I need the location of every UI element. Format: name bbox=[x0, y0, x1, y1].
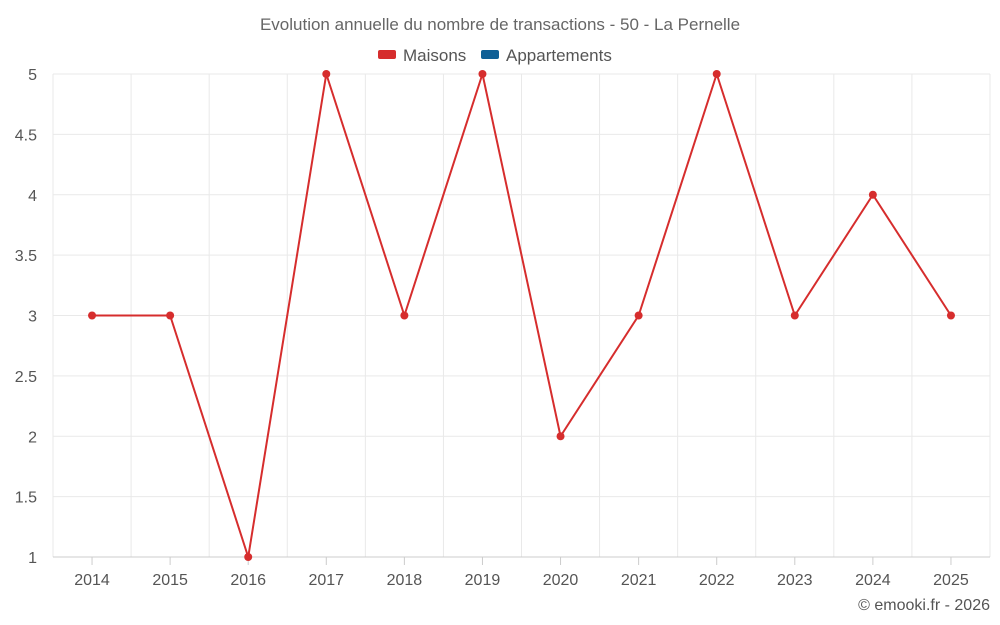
y-tick-label: 3.5 bbox=[15, 248, 37, 265]
chart-title: Evolution annuelle du nombre de transact… bbox=[260, 15, 740, 34]
y-tick-label: 3 bbox=[28, 309, 37, 326]
y-tick-label: 2.5 bbox=[15, 369, 37, 386]
legend-item-appartements[interactable]: Appartements bbox=[481, 46, 612, 65]
x-tick-label-2015: 2015 bbox=[152, 572, 188, 589]
x-tick-label-2025: 2025 bbox=[933, 572, 969, 589]
x-tick-label-2024: 2024 bbox=[855, 572, 891, 589]
x-tick-label-2016: 2016 bbox=[230, 572, 266, 589]
x-tick-label-2021: 2021 bbox=[621, 572, 657, 589]
data-point-maisons-2022[interactable] bbox=[712, 70, 721, 78]
x-axis: 2014 2015 2016 2017 2018 2019 2020 2021 2022 2023… bbox=[53, 556, 990, 589]
data-point-maisons-2018[interactable] bbox=[400, 311, 409, 320]
data-point-maisons-2019[interactable] bbox=[478, 70, 487, 78]
y-tick-label: 5 bbox=[28, 67, 37, 84]
x-tick-label-2017: 2017 bbox=[308, 572, 344, 589]
legend-label-maisons: Maisons bbox=[403, 46, 466, 65]
y-tick-label: 1.5 bbox=[15, 490, 37, 507]
data-point-maisons-2016[interactable] bbox=[244, 553, 253, 561]
y-tick-label: 2 bbox=[28, 429, 37, 446]
credit-text: © emooki.fr - 2026 bbox=[858, 597, 990, 614]
data-point-maisons-2024[interactable] bbox=[868, 190, 877, 199]
legend-swatch-maisons bbox=[378, 50, 396, 59]
data-point-maisons-2023[interactable] bbox=[790, 311, 799, 320]
data-point-maisons-2015[interactable] bbox=[166, 311, 175, 320]
y-tick-label: 1 bbox=[28, 550, 37, 567]
x-tick-label-2023: 2023 bbox=[777, 572, 813, 589]
data-point-maisons-2021[interactable] bbox=[634, 311, 643, 320]
y-axis: 1 1.5 2 2.5 3 3.5 4 4.5 5 bbox=[15, 67, 37, 567]
series-maisons bbox=[88, 70, 955, 561]
y-tick-label: 4 bbox=[28, 188, 37, 205]
x-tick-label-2022: 2022 bbox=[699, 572, 735, 589]
x-tick-label-2020: 2020 bbox=[543, 572, 579, 589]
legend-swatch-appartements bbox=[481, 50, 499, 59]
x-tick-label-2019: 2019 bbox=[465, 572, 501, 589]
data-point-maisons-2020[interactable] bbox=[556, 432, 565, 441]
data-point-maisons-2025[interactable] bbox=[946, 311, 955, 320]
legend-item-maisons[interactable]: Maisons bbox=[378, 46, 466, 65]
legend: Maisons Appartements bbox=[378, 46, 612, 65]
gridlines bbox=[52, 73, 991, 558]
x-tick-label-2014: 2014 bbox=[74, 572, 110, 589]
data-point-maisons-2014[interactable] bbox=[88, 311, 97, 320]
x-tick-label-2018: 2018 bbox=[387, 572, 423, 589]
legend-label-appartements: Appartements bbox=[506, 46, 612, 65]
series-line-maisons bbox=[92, 73, 952, 558]
y-tick-label: 4.5 bbox=[15, 127, 37, 144]
data-point-maisons-2017[interactable] bbox=[322, 70, 331, 78]
